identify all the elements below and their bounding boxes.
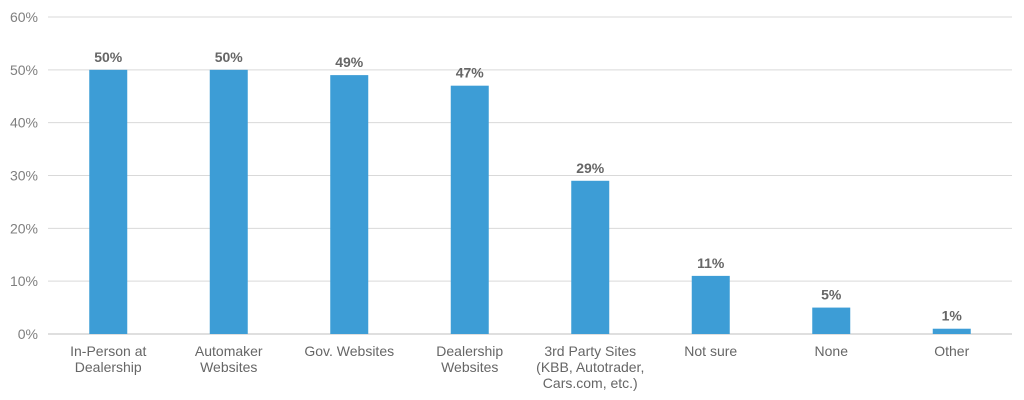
category-label-line: Dealership [436,343,503,359]
bar [691,275,730,334]
bars [89,69,971,334]
y-tick-label: 20% [10,220,38,236]
category-label: 3rd Party Sites (KBB, Autotrader, Cars.com… [536,343,644,391]
category-label: Dealership Websites [436,343,503,375]
data-label: 47% [456,65,485,81]
bar [932,328,971,334]
y-tick-label: 50% [10,62,38,78]
gridlines [48,16,1012,335]
data-label: 50% [94,49,123,65]
category-label-line: Automaker [195,343,263,359]
bar [571,180,610,334]
y-axis-ticks: 0% 10% 20% 30% 40% 50% 60% [10,9,38,342]
category-label-line: In-Person at [70,343,146,359]
category-label-line: None [815,343,849,359]
bar [450,85,489,334]
category-label-line: Cars.com, etc.) [543,375,638,391]
category-label: In-Person at Dealership [70,343,146,375]
category-label-line: Gov. Websites [304,343,394,359]
category-label-line: Not sure [684,343,737,359]
category-label-line: 3rd Party Sites [544,343,636,359]
category-label: Automaker Websites [195,343,263,375]
bar [89,69,128,334]
category-label: Gov. Websites [304,343,394,359]
category-label-line: Dealership [75,359,142,375]
data-label: 50% [215,49,244,65]
y-tick-label: 10% [10,273,38,289]
y-tick-label: 0% [18,326,38,342]
y-tick-label: 60% [10,9,38,25]
data-labels: 50% 50% 49% 47% 29% 11% 5% 1% [94,49,962,324]
category-label-line: Websites [441,359,498,375]
category-label: Other [934,343,969,359]
data-label: 11% [697,255,725,271]
category-label-line: Websites [200,359,257,375]
bar [209,69,248,334]
category-label-line: (KBB, Autotrader, [536,359,644,375]
data-label: 29% [576,160,605,176]
bar [330,75,369,334]
category-label: Not sure [684,343,737,359]
category-label-line: Other [934,343,969,359]
y-tick-label: 40% [10,115,38,131]
data-label: 5% [821,287,842,303]
category-label: None [815,343,849,359]
y-tick-label: 30% [10,168,38,184]
data-label: 1% [942,308,963,324]
bar [812,307,851,334]
data-label: 49% [335,54,364,70]
